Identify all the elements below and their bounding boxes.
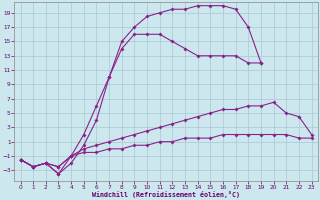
X-axis label: Windchill (Refroidissement éolien,°C): Windchill (Refroidissement éolien,°C) <box>92 191 240 198</box>
